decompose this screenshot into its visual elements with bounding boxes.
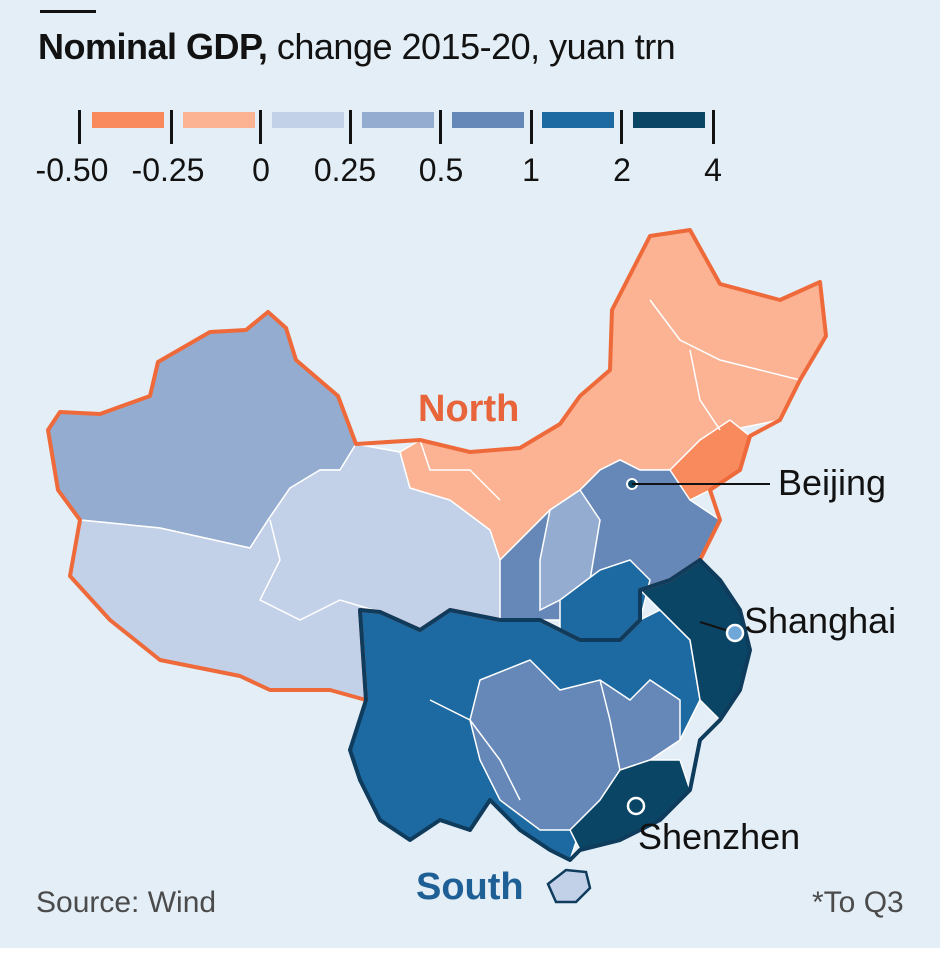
legend-tick-label: 2 bbox=[613, 152, 631, 188]
footnote: *To Q3 bbox=[812, 886, 904, 919]
legend-swatch-3 bbox=[362, 112, 434, 128]
legend-swatch-4 bbox=[452, 112, 524, 128]
legend-swatch-2 bbox=[272, 112, 344, 128]
title-bold: Nominal GDP, bbox=[38, 26, 268, 67]
legend-tick bbox=[439, 110, 442, 144]
south-region-outline bbox=[348, 558, 752, 862]
legend-tick-label: 0.25 bbox=[313, 152, 377, 188]
province-hainan bbox=[546, 868, 592, 904]
source-note: Source: Wind bbox=[36, 886, 217, 919]
beijing-marker bbox=[626, 478, 770, 490]
legend-tick-label: -0.25 bbox=[131, 152, 205, 188]
north-region-outline bbox=[46, 228, 828, 702]
legend-tick bbox=[170, 110, 173, 144]
chart-card: Nominal GDP, change 2015-20, yuan trn -0… bbox=[0, 0, 940, 948]
legend-tick bbox=[620, 110, 623, 144]
legend-tick-label: 0 bbox=[252, 152, 270, 188]
legend-tick bbox=[530, 110, 533, 144]
legend-tick bbox=[259, 110, 262, 144]
legend-tick-label: -0.50 bbox=[35, 152, 109, 188]
legend: -0.50 -0.25 0 0.25 0.5 1 2 4 bbox=[0, 0, 940, 200]
legend-tick bbox=[78, 110, 81, 144]
top-rule bbox=[40, 10, 96, 13]
beijing-label: Beijing bbox=[778, 462, 887, 503]
legend-swatch-0 bbox=[92, 112, 164, 128]
legend-tick bbox=[712, 110, 715, 144]
north-region-label: North bbox=[418, 388, 520, 430]
province-boundaries bbox=[258, 299, 801, 801]
title-rest: change 2015-20, yuan trn bbox=[267, 26, 676, 67]
legend-tick-label: 4 bbox=[704, 152, 722, 188]
legend-tick-label: 1 bbox=[522, 152, 540, 188]
shenzhen-label: Shenzhen bbox=[638, 816, 801, 857]
shenzhen-marker bbox=[626, 796, 646, 816]
shanghai-label: Shanghai bbox=[744, 600, 897, 641]
legend-swatch-6 bbox=[633, 112, 705, 128]
shanghai-marker bbox=[699, 621, 745, 643]
legend-tick bbox=[349, 110, 352, 144]
china-province-map bbox=[46, 228, 828, 904]
legend-tick-label: 0.5 bbox=[418, 152, 464, 188]
chart-title: Nominal GDP, change 2015-20, yuan trn bbox=[38, 26, 676, 68]
south-region-label: South bbox=[416, 866, 524, 908]
legend-swatch-1 bbox=[183, 112, 255, 128]
legend-swatch-5 bbox=[542, 112, 614, 128]
